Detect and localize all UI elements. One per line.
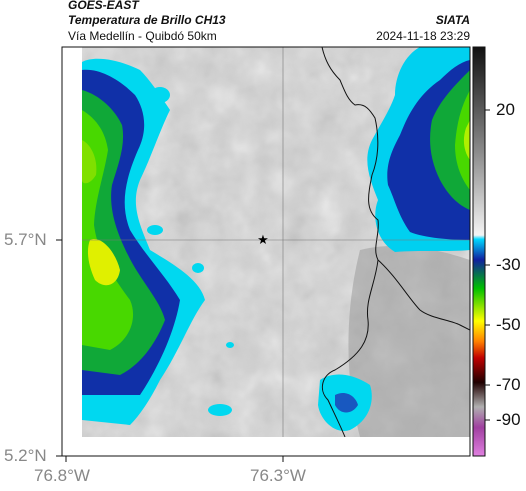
datetime-label: 2024-11-18 23:29 [376,29,470,43]
colorbar-tick-4: -70 [496,375,521,394]
boundary-line [321,47,470,331]
y-tick-label-2: 5.2°N [4,446,47,465]
satellite-title: GOES-EAST [68,0,139,12]
colorbar [472,46,486,457]
y-tick-label-1: 5.7°N [4,230,47,249]
region-subtitle: Vía Medellín - Quibdó 50km [68,29,217,43]
colorbar-tick-1: 20 [496,100,515,119]
cloud-left [82,58,205,426]
x-tick-label-1: 76.8°W [34,466,90,485]
product-title: Temperatura de Brillo CH13 [68,13,226,27]
x-tick-label-2: 76.3°W [250,466,306,485]
colorbar-tick-5: -90 [496,410,521,429]
colorbar-tick-3: -50 [496,315,521,334]
dark-gray-region [348,245,470,437]
star-marker: ★ [257,233,269,248]
boundary-line-2 [321,259,379,437]
organization-label: SIATA [435,13,470,27]
cloud-right [367,47,470,252]
map-frame [61,46,471,457]
colorbar-tick-2: -30 [496,255,521,274]
